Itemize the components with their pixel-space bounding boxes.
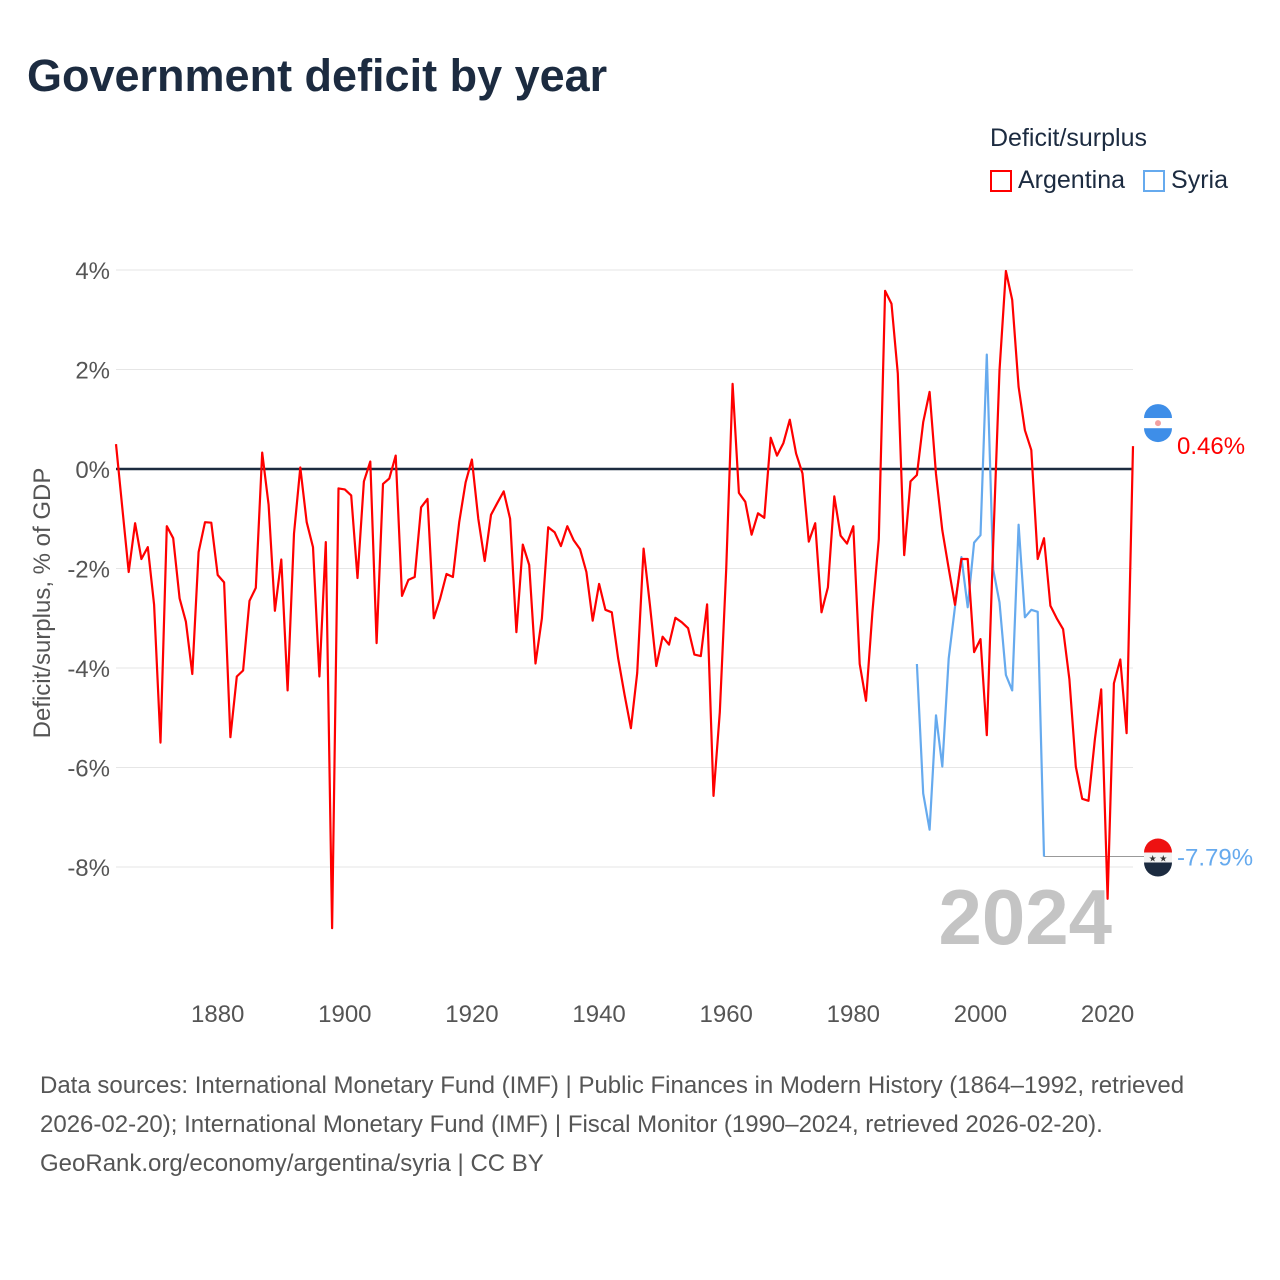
legend-item-syria[interactable]: Syria — [1143, 166, 1228, 195]
y-tick-label: -6% — [67, 756, 110, 783]
x-tick-label: 1900 — [318, 1001, 371, 1028]
x-tick-label: 1880 — [191, 1001, 244, 1028]
series-line-syria — [915, 353, 1046, 857]
chart-title: Government deficit by year — [27, 50, 608, 101]
y-tick-label: -8% — [67, 855, 110, 882]
y-tick-label: 4% — [75, 258, 110, 285]
legend-swatch-argentina — [990, 169, 1012, 192]
year-watermark: 2024 — [938, 873, 1112, 961]
legend: Argentina Syria — [990, 166, 1228, 195]
x-tick-label: 1920 — [445, 1001, 498, 1028]
flag-stripe — [1144, 862, 1172, 877]
flag-stripe — [1144, 852, 1172, 863]
flag-stripe — [1144, 428, 1172, 443]
x-tick-label: 1980 — [827, 1001, 880, 1028]
footer: Data sources: International Monetary Fun… — [40, 1066, 1240, 1183]
flag-sun — [1155, 420, 1161, 427]
legend-label-argentina: Argentina — [1018, 166, 1126, 194]
legend-title: Deficit/surplus — [990, 124, 1147, 152]
y-axis-label: Deficit/surplus, % of GDP — [29, 468, 56, 739]
x-tick-label: 1940 — [572, 1001, 625, 1028]
x-tick-label: 2000 — [954, 1001, 1007, 1028]
series-line-argentina — [114, 269, 1135, 930]
end-label-syria: -7.79% — [1177, 845, 1253, 872]
legend-item-argentina[interactable]: Argentina — [990, 166, 1125, 195]
y-tick-label: 0% — [75, 457, 110, 484]
data-sources: Data sources: International Monetary Fun… — [40, 1072, 1185, 1138]
legend-label-syria: Syria — [1171, 166, 1228, 194]
end-label-argentina: 0.46% — [1177, 433, 1245, 460]
x-tick-label: 2020 — [1081, 1001, 1134, 1028]
flag-stripe — [1144, 838, 1172, 853]
credit-link[interactable]: GeoRank.org/economy/argentina/syria | CC… — [40, 1150, 544, 1177]
flag-stars: ★ ★ — [1149, 854, 1168, 864]
legend-swatch-syria — [1143, 169, 1166, 192]
syria-flag-icon: ★ ★ — [1144, 838, 1172, 877]
flag-stripe — [1144, 404, 1172, 419]
y-tick-label: -2% — [67, 557, 110, 584]
y-tick-label: -4% — [67, 656, 110, 683]
argentina-flag-icon — [1144, 404, 1172, 443]
x-tick-label: 1960 — [700, 1001, 753, 1028]
y-tick-label: 2% — [75, 358, 110, 385]
